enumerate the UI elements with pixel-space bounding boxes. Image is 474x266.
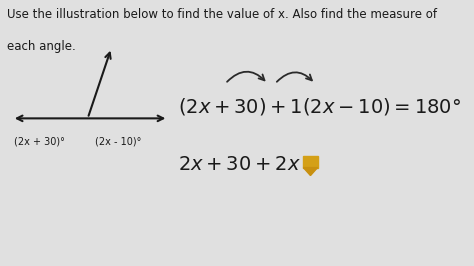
Polygon shape [303,156,318,168]
Text: $2x + 30 + 2x$: $2x + 30 + 2x$ [178,155,301,174]
Text: (2x - 10)°: (2x - 10)° [95,137,141,147]
Text: each angle.: each angle. [7,40,76,53]
Text: (2x + 30)°: (2x + 30)° [14,137,65,147]
Text: $(2x + 30) + 1(2x - 10) = 180°$: $(2x + 30) + 1(2x - 10) = 180°$ [178,96,461,117]
Polygon shape [303,168,318,176]
Text: Use the illustration below to find the value of x. Also find the measure of: Use the illustration below to find the v… [7,8,437,21]
